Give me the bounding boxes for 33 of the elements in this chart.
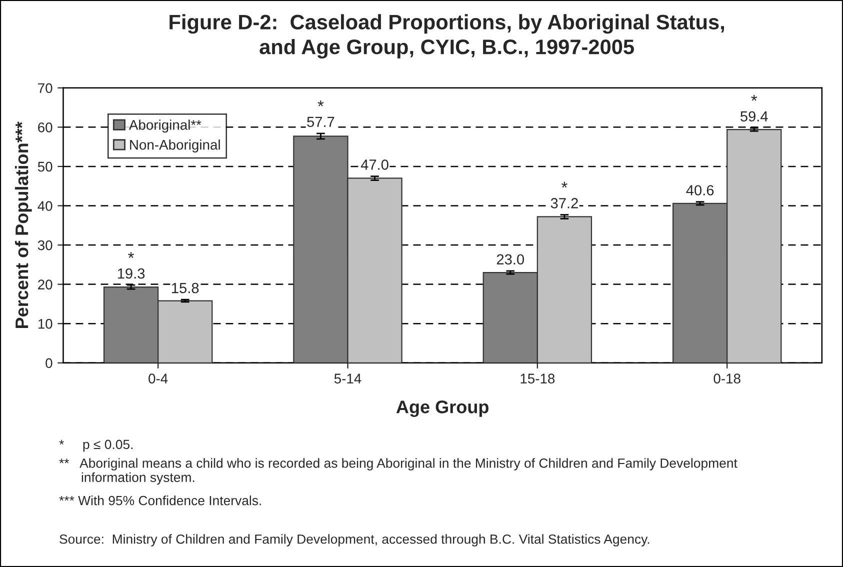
data-label: 23.0 xyxy=(496,254,524,265)
y-tick-label: 50 xyxy=(38,162,52,172)
x-tick-label: 5-14 xyxy=(334,374,362,384)
annotation: * xyxy=(751,94,758,101)
y-tick-label: 60 xyxy=(38,122,52,132)
data-label: 19.3 xyxy=(118,268,145,279)
y-axis-title: Percent of Population*** xyxy=(14,122,32,328)
legend-label: Non-Aboriginal xyxy=(130,140,220,152)
y-tick-label: 40 xyxy=(38,201,52,211)
chart-title: Figure D-2: Caseload Proportions, by Aboriginal Status, and Age Group, CYIC, B.C., 1997-2005 xyxy=(170,14,724,58)
data-label: 40.6 xyxy=(686,185,714,196)
annotation: * xyxy=(561,182,568,188)
data-label: 59.4 xyxy=(740,111,768,122)
x-tick-label: 15-18 xyxy=(520,374,555,384)
x-tick-label: 0-4 xyxy=(148,374,168,384)
text: * p ≤ 0.05. xyxy=(59,440,133,452)
annotation: * xyxy=(318,100,324,106)
y-tick-label: 0 xyxy=(46,358,52,368)
y-tick-label: 20 xyxy=(38,280,52,290)
legend-label: Aboriginal** xyxy=(128,120,202,133)
data-label: 57.7 xyxy=(307,116,334,128)
data-label: 47.0 xyxy=(360,160,388,170)
text: ** Aboriginal means a child who is recorded as being Aboriginal in the Ministry of Children and Family Development information system. xyxy=(59,458,738,485)
y-tick-label: 10 xyxy=(38,318,52,329)
data-label: 15.8 xyxy=(172,282,199,294)
x-axis-title: Age Group xyxy=(396,400,488,417)
data-label: 37.2 xyxy=(550,198,578,208)
y-tick-label: 30 xyxy=(38,240,52,250)
annotation: * xyxy=(128,252,134,258)
source-note: Source: Ministry of Children and Family Development, accessed through B.C. Vital Statistics Agency. xyxy=(60,534,650,546)
x-tick-label: 0-18 xyxy=(714,374,740,384)
text: *** With 95% Confidence Intervals. xyxy=(59,496,261,506)
y-tick-label: 70 xyxy=(38,83,52,94)
